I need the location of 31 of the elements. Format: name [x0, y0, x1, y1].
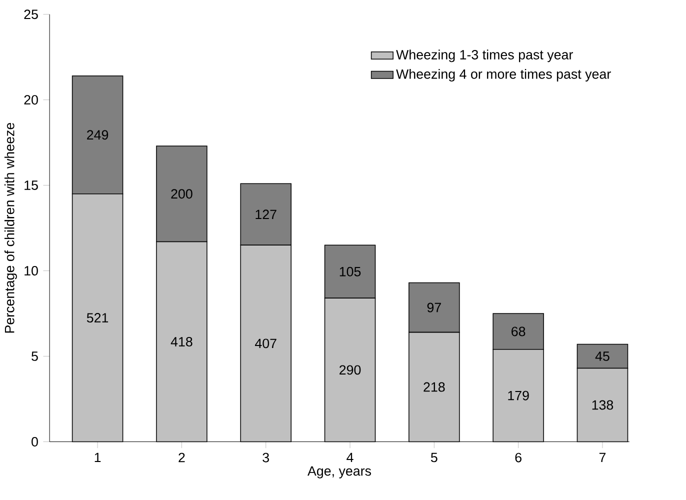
x-tick-label: 3	[262, 452, 270, 462]
annotation: 45	[595, 351, 610, 361]
annotation: 179	[508, 390, 529, 400]
x-tick-label: 4	[346, 452, 354, 462]
x-tick-label: 5	[430, 452, 438, 462]
y-tick-label: 10	[24, 266, 38, 276]
annotation: 218	[424, 382, 445, 392]
annotation: 407	[254, 338, 276, 348]
annotation: 105	[340, 266, 361, 276]
annotation: 97	[427, 302, 441, 312]
annotation: 200	[171, 188, 192, 198]
annotation: 127	[256, 209, 276, 219]
y-tick-label: 20	[24, 94, 38, 104]
annotation: 521	[86, 312, 108, 322]
y-tick-label: 5	[32, 351, 38, 361]
legend-label: Wheezing 4 or more times past year	[396, 68, 611, 82]
annotation: 290	[340, 364, 361, 374]
y-tick-label: 25	[24, 9, 38, 19]
x-tick-label: 7	[599, 452, 606, 462]
legend-label: Wheezing 1-3 times past year	[396, 49, 573, 62]
x-tick-label: 1	[94, 452, 101, 462]
annotation: 68	[512, 326, 526, 336]
x-tick-label: 6	[515, 452, 522, 462]
x-tick-label: 2	[178, 452, 185, 462]
annotation: 418	[170, 336, 192, 346]
y-tick-label: 0	[32, 436, 38, 446]
annotation: 249	[87, 130, 108, 140]
y-axis-title: Percentage of children with wheeze	[4, 122, 17, 332]
annotation: 138	[592, 400, 614, 410]
y-tick-label: 15	[24, 180, 38, 190]
x-axis-title: Age, years	[308, 466, 372, 478]
